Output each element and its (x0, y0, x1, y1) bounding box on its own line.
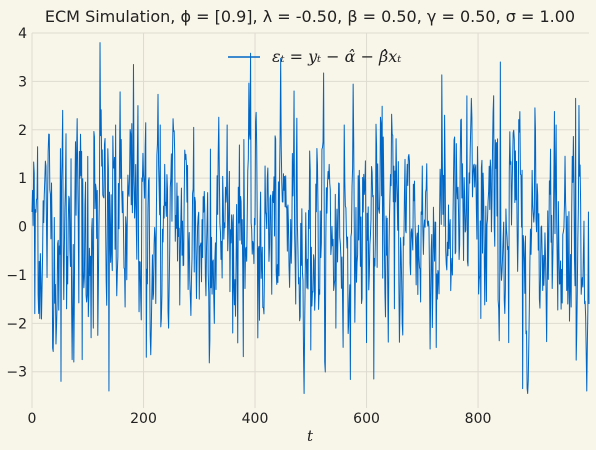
x-tick-label: 0 (28, 411, 37, 427)
y-tick-label: 1 (18, 171, 27, 187)
y-tick-label: −2 (6, 316, 27, 332)
y-tick-label: 2 (18, 123, 27, 139)
y-tick-label: 3 (18, 74, 27, 90)
y-tick-label: −1 (6, 268, 27, 284)
y-tick-label: 0 (18, 220, 27, 236)
y-tick-label: −3 (6, 365, 27, 381)
x-tick-label: 800 (465, 411, 492, 427)
chart-title: ECM Simulation, ϕ = [0.9], λ = -0.50, β … (45, 7, 575, 26)
series-layer (31, 42, 590, 394)
x-tick-label: 400 (242, 411, 269, 427)
y-axis-ticks: −3 −2 −1 0 1 2 3 4 (6, 26, 27, 381)
legend-label: εₜ = yₜ − α̂ − β̂xₜ (272, 47, 401, 66)
series-line (31, 42, 590, 394)
x-tick-label: 600 (353, 411, 380, 427)
x-axis-ticks: 0 200 400 600 800 (28, 411, 492, 427)
x-axis-label: t (307, 427, 314, 445)
legend: εₜ = yₜ − α̂ − β̂xₜ (228, 47, 401, 66)
y-tick-label: 4 (18, 26, 27, 42)
x-tick-label: 200 (130, 411, 157, 427)
